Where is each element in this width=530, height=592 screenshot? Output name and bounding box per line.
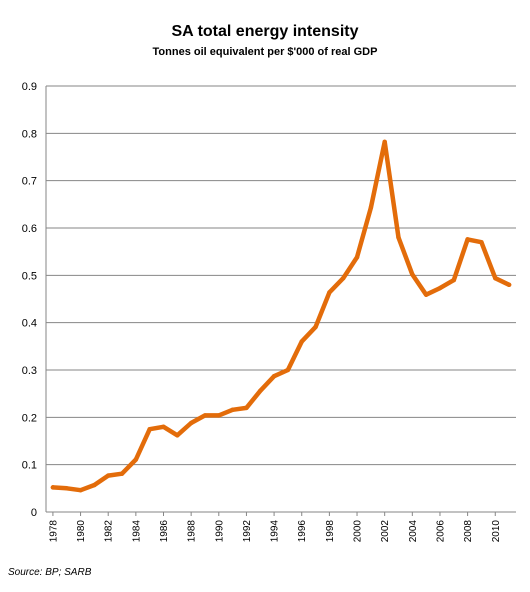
- data-point: [216, 413, 221, 418]
- x-tick-label: 1984: [131, 520, 142, 543]
- chart-title: SA total energy intensity: [171, 23, 359, 40]
- data-point: [423, 292, 429, 297]
- y-tick-label: 0.3: [22, 365, 37, 377]
- x-axis-ticks: 1978 1980 1982 1984 1986 1988 1990 1992 1994 1996…: [48, 512, 502, 543]
- x-tick-label: 1998: [325, 520, 336, 543]
- data-point: [341, 275, 346, 281]
- data-point: [465, 237, 470, 242]
- data-point: [299, 339, 304, 344]
- y-tick-label: 0.5: [22, 270, 37, 282]
- data-point: [382, 139, 387, 145]
- data-point: [92, 482, 97, 488]
- x-tick-label: 1982: [104, 520, 115, 543]
- y-tick-label: 0.4: [22, 318, 37, 330]
- data-point: [285, 367, 291, 373]
- y-tick-label: 0.9: [22, 81, 37, 93]
- data-point: [437, 285, 443, 291]
- data-point: [493, 275, 498, 281]
- x-tick-label: 1988: [187, 520, 198, 543]
- data-point: [258, 388, 263, 394]
- x-tick-label: 2006: [435, 520, 446, 543]
- y-tick-label: 0: [31, 507, 37, 519]
- x-tick-label: 1992: [242, 520, 253, 543]
- data-point: [410, 272, 415, 277]
- data-point: [188, 420, 194, 426]
- x-tick-label: 2010: [491, 520, 502, 543]
- data-point: [119, 471, 125, 476]
- x-tick-label: 1994: [270, 520, 281, 543]
- data-point: [78, 488, 83, 493]
- chart-subtitle: Tonnes oil equivalent per $'000 of real …: [152, 46, 378, 58]
- y-tick-label: 0.8: [22, 128, 37, 140]
- data-point: [451, 277, 456, 283]
- y-tick-label: 0.7: [22, 176, 37, 188]
- series-line: [50, 139, 512, 493]
- data-point: [133, 457, 139, 462]
- y-tick-label: 0.6: [22, 223, 37, 235]
- x-tick-label: 2002: [380, 520, 391, 543]
- data-point: [354, 255, 360, 260]
- y-tick-label: 0.1: [22, 460, 37, 472]
- data-point: [313, 324, 318, 330]
- y-axis-ticks: 0 0.1 0.2 0.3 0.4 0.5 0.6 0.7 0.8 0.9: [22, 81, 37, 519]
- data-point: [244, 405, 249, 411]
- data-point: [175, 433, 180, 438]
- data-point: [64, 486, 69, 491]
- data-point: [50, 485, 56, 490]
- data-point: [327, 290, 332, 295]
- x-tick-label: 1980: [76, 520, 87, 543]
- data-point: [479, 240, 484, 245]
- x-tick-label: 1996: [297, 520, 308, 543]
- data-point: [230, 407, 235, 412]
- data-point: [396, 235, 401, 240]
- x-tick-label: 1986: [159, 520, 170, 543]
- data-point: [368, 205, 374, 210]
- gridlines: [46, 85, 516, 466]
- data-point: [506, 282, 512, 287]
- data-point: [147, 426, 152, 432]
- y-tick-label: 0.2: [22, 412, 37, 424]
- x-tick-label: 1978: [48, 520, 59, 543]
- data-point: [106, 473, 111, 478]
- x-tick-label: 2004: [408, 520, 419, 543]
- data-point: [161, 424, 166, 429]
- x-tick-label: 2008: [463, 520, 474, 543]
- data-point: [202, 413, 208, 418]
- series-layer: [50, 139, 512, 493]
- x-tick-label: 2000: [353, 520, 364, 543]
- source-note: Source: BP; SARB: [8, 567, 92, 578]
- data-point: [271, 373, 277, 379]
- x-tick-label: 1990: [214, 520, 225, 543]
